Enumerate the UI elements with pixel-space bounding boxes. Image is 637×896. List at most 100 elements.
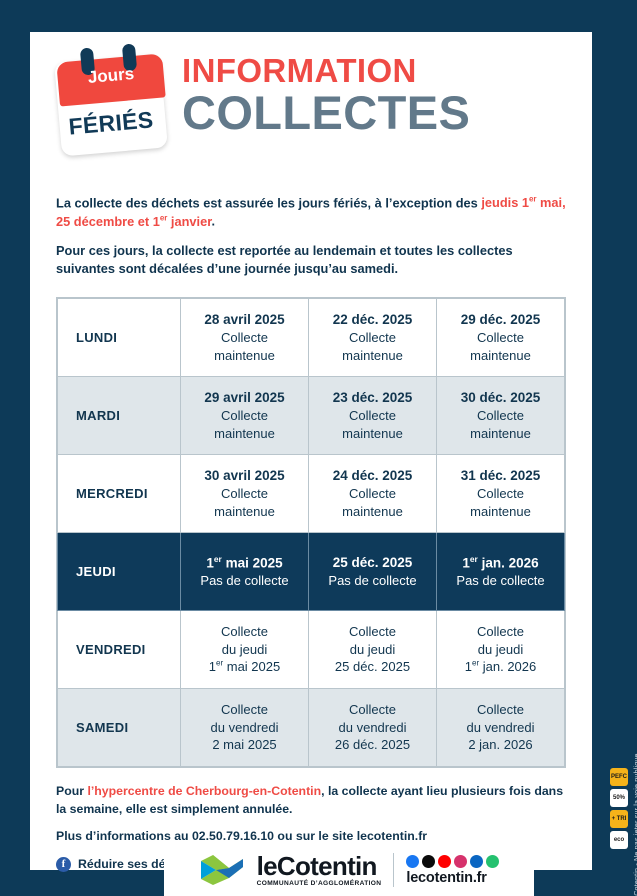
table-cell: Collecte du jeudi 1er jan. 2026: [436, 610, 565, 690]
table-cell: Collecte du jeudi 1er mai 2025: [180, 610, 309, 690]
accent-part-3: janvier: [167, 213, 212, 229]
table-cell: Collecte du vendredi 26 déc. 2025: [308, 688, 437, 768]
table-cell: Collecte du vendredi 2 jan. 2026: [436, 688, 565, 768]
cell-date: 30 avril 2025: [204, 468, 285, 483]
lecotentin-logo-mark: [200, 855, 243, 885]
table-cell: 24 déc. 2025 Collecte maintenue: [308, 454, 437, 534]
table-cell: 1er jan. 2026 Pas de collecte: [436, 532, 565, 612]
accent-part-1: jeudis 1: [481, 195, 529, 211]
table-row: JEUDI 1er mai 2025 Pas de collecte 25 déc. …: [57, 532, 565, 612]
cell-date: 23 déc. 2025: [332, 390, 413, 405]
cell-date: 1er mai 2025: [206, 553, 283, 571]
table-row-day-label: MERCREDI: [57, 454, 181, 534]
cell-status: Collecte maintenue: [342, 486, 403, 519]
brand-tagline: COMMUNAUTÉ D’AGGLOMÉRATION: [256, 879, 382, 887]
eco-badge: eco: [610, 831, 628, 849]
footer-paragraph-1: Pour l’hypercentre de Cherbourg-en-Coten…: [56, 783, 566, 819]
cell-status: Collecte maintenue: [214, 330, 275, 363]
cell-date: 29 avril 2025: [204, 390, 285, 405]
instagram-icon[interactable]: [454, 854, 468, 868]
social-block: lecotentin.fr: [406, 854, 500, 886]
table-cell: 29 déc. 2025 Collecte maintenue: [436, 298, 565, 378]
table-cell: 23 déc. 2025 Collecte maintenue: [308, 376, 437, 456]
triman-badge: + TRI: [610, 810, 628, 828]
jours-feries-calendar-icon: Jours FÉRIÉS: [52, 43, 170, 157]
cell-date: 1er jan. 2026: [462, 553, 539, 571]
eco-badge-label: eco: [613, 837, 625, 843]
table-cell: 30 déc. 2025 Collecte maintenue: [436, 376, 565, 456]
intro-paragraph-2: Pour ces jours, la collecte est reportée…: [56, 242, 513, 276]
collection-schedule-table-wrap: LUNDI 28 avril 2025 Collecte maintenue 22 dé…: [56, 297, 566, 769]
cell-status: Collecte du vendredi 2 mai 2025: [210, 702, 279, 753]
cell-status: Collecte maintenue: [342, 330, 403, 363]
brand-wordmark: leCotentin COMMUNAUTÉ D’AGGLOMÉRATION: [257, 853, 382, 888]
table-cell: 25 déc. 2025 Pas de collecte: [308, 532, 437, 612]
recycled-badge: 50%: [610, 789, 628, 807]
cell-status: Collecte maintenue: [342, 408, 403, 441]
recycled-badge-label: 50%: [612, 795, 625, 801]
table-row: VENDREDI Collecte du jeudi 1er mai 2025 Coll…: [57, 610, 565, 690]
table-cell: 1er mai 2025 Pas de collecte: [180, 532, 309, 612]
table-cell: Collecte du vendredi 2 mai 2025: [180, 688, 309, 768]
youtube-icon[interactable]: [438, 854, 452, 868]
intro-paragraph-1: La collecte des déchets est assurée les …: [56, 194, 566, 231]
brand-name: leCotentin: [256, 850, 378, 881]
triman-badge-label: + TRI: [611, 816, 627, 822]
cell-status: Collecte maintenue: [470, 408, 531, 441]
footer-p1-accent: l’hypercentre de Cherbourg-en-Cotentin: [87, 784, 322, 799]
cell-status: Collecte maintenue: [214, 486, 275, 519]
pefc-badge: PEFC: [610, 768, 628, 786]
footer-paragraph-2: Plus d’informations au 02.50.79.16.10 ou…: [56, 828, 428, 843]
intro-text-block: La collecte des déchets est assurée les …: [30, 194, 592, 278]
social-icon-row: [406, 854, 500, 868]
cell-date: 24 déc. 2025: [332, 468, 413, 483]
facebook-icon: f: [56, 857, 71, 873]
table-row: MERCREDI 30 avril 2025 Collecte maintenue 24…: [57, 454, 565, 534]
title-information: INFORMATION: [182, 52, 417, 89]
collection-schedule-table: LUNDI 28 avril 2025 Collecte maintenue 22 dé…: [57, 298, 565, 768]
table-cell: 29 avril 2025 Collecte maintenue: [180, 376, 309, 456]
cell-status: Collecte maintenue: [470, 330, 531, 363]
cell-status: Collecte du vendredi 26 déc. 2025: [334, 702, 411, 753]
cell-status: Collecte du vendredi 2 jan. 2026: [466, 702, 535, 753]
table-cell: 31 déc. 2025 Collecte maintenue: [436, 454, 565, 534]
cell-date: 30 déc. 2025: [460, 390, 541, 405]
cell-status: Collecte du jeudi 25 déc. 2025: [334, 624, 411, 675]
intro-p1-end: .: [211, 213, 216, 229]
poster-header: Jours FÉRIÉS INFORMATION COLLECTES: [30, 32, 592, 157]
cell-date: 31 déc. 2025: [460, 468, 541, 483]
table-row-day-label: VENDREDI: [57, 610, 181, 690]
table-cell: 22 déc. 2025 Collecte maintenue: [308, 298, 437, 378]
brand-logo-bar: leCotentin COMMUNAUTÉ D’AGGLOMÉRATION le…: [164, 844, 534, 896]
pefc-badge-label: PEFC: [610, 774, 627, 780]
legal-vertical-text: 2025 - Communauté d’agglomération du Cot…: [632, 753, 637, 896]
cell-status: Collecte du jeudi 1er jan. 2026: [464, 624, 537, 675]
table-row-day-label: LUNDI: [57, 298, 181, 378]
cell-date: 29 déc. 2025: [460, 312, 541, 327]
intro-p1-lead: La collecte des déchets est assurée les …: [56, 195, 482, 211]
table-row: LUNDI 28 avril 2025 Collecte maintenue 22 dé…: [57, 298, 565, 378]
accent-sup-1: er: [529, 195, 537, 204]
facebook-icon[interactable]: [406, 854, 420, 868]
table-cell: 28 avril 2025 Collecte maintenue: [180, 298, 309, 378]
table-body: LUNDI 28 avril 2025 Collecte maintenue 22 dé…: [57, 298, 565, 768]
intro-p1-accent: jeudis 1er mai, 25 décembre et 1er janvi…: [56, 195, 566, 229]
table-row: MARDI 29 avril 2025 Collecte maintenue 23 dé…: [57, 376, 565, 456]
table-cell: 30 avril 2025 Collecte maintenue: [180, 454, 309, 534]
x-icon[interactable]: [422, 854, 436, 868]
footer-p1-rest: , la collecte ayant lieu plusieurs fois …: [56, 784, 564, 816]
poster-card: Jours FÉRIÉS INFORMATION COLLECTES La co…: [30, 32, 592, 896]
poster-title-block: INFORMATION COLLECTES: [182, 54, 470, 137]
cell-status: Pas de collecte: [328, 572, 417, 588]
threads-icon[interactable]: [486, 854, 500, 868]
website-url[interactable]: lecotentin.fr: [406, 869, 487, 886]
cell-status: Collecte maintenue: [470, 486, 531, 519]
table-row-day-label: SAMEDI: [57, 688, 181, 768]
table-cell: Collecte du jeudi 25 déc. 2025: [308, 610, 437, 690]
table-row: SAMEDI Collecte du vendredi 2 mai 2025 Colle…: [57, 688, 565, 768]
table-row-day-label: JEUDI: [57, 532, 181, 612]
cell-status: Collecte maintenue: [214, 408, 275, 441]
cell-status: Pas de collecte: [456, 573, 545, 589]
linkedin-icon[interactable]: [470, 854, 484, 868]
